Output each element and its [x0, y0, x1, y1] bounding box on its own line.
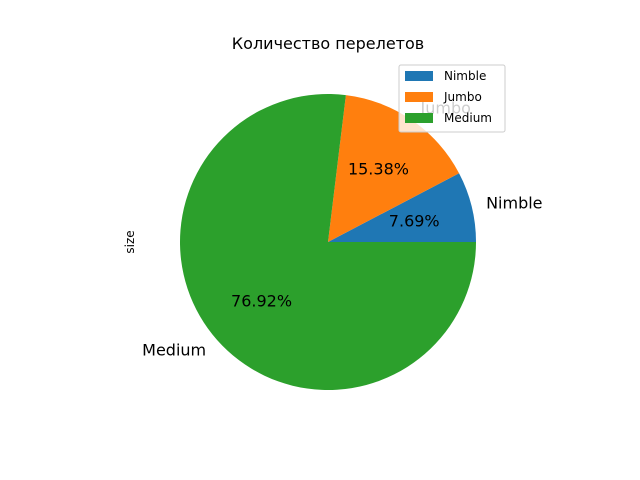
y-axis-label: size	[123, 230, 137, 253]
legend-label-nimble: Nimble	[444, 69, 486, 83]
legend-swatch-nimble	[405, 71, 433, 81]
legend-swatch-medium	[405, 113, 433, 123]
chart-title: Количество перелетов	[232, 34, 424, 53]
legend: Nimble Jumbo Medium	[398, 64, 506, 133]
pie-slice-nimble	[328, 173, 476, 242]
legend-swatch-jumbo	[405, 92, 433, 102]
legend-label-medium: Medium	[444, 111, 492, 125]
pie-slices	[179, 94, 476, 390]
pct-label-nimble: 7.69%	[389, 211, 440, 230]
pie-slice-medium	[179, 94, 476, 390]
slice-label-medium: Medium	[142, 340, 206, 359]
pct-label-medium: 76.92%	[231, 291, 292, 310]
pct-label-jumbo: 15.38%	[348, 159, 409, 178]
legend-label-jumbo: Jumbo	[443, 90, 482, 104]
slice-label-nimble: Nimble	[486, 194, 542, 213]
